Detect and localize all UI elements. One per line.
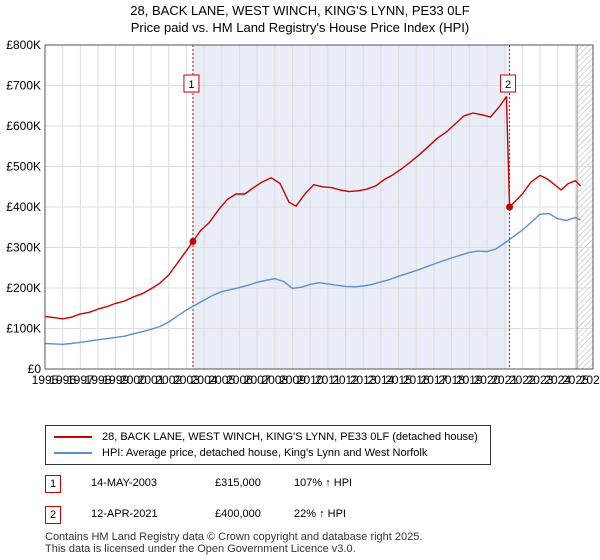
x-tick-label: 2019 xyxy=(456,373,483,387)
x-tick-label: 2007 xyxy=(244,373,271,387)
legend-swatch-property xyxy=(54,436,92,438)
footer-copyright: Contains HM Land Registry data © Crown c… xyxy=(45,531,423,543)
x-tick-label: 2016 xyxy=(403,373,430,387)
x-tick-label: 1996 xyxy=(49,373,76,387)
x-tick-label: 2009 xyxy=(279,373,306,387)
x-tick-label: 1999 xyxy=(102,373,129,387)
legend-item-property: 28, BACK LANE, WEST WINCH, KING'S LYNN, … xyxy=(54,429,478,445)
transaction-badge: 2 xyxy=(45,506,61,524)
x-tick-label: 1998 xyxy=(85,373,112,387)
y-tick-label: £0 xyxy=(28,362,42,376)
sale-point xyxy=(506,203,514,211)
y-tick-label: £700K xyxy=(6,79,41,93)
x-tick-label: 2008 xyxy=(261,373,288,387)
legend-label-hpi: HPI: Average price, detached house, King… xyxy=(102,447,428,459)
y-tick-label: £600K xyxy=(6,119,41,133)
transaction-price: £400,000 xyxy=(215,508,261,520)
x-tick-label: 2014 xyxy=(368,373,395,387)
x-tick-label: 2013 xyxy=(350,373,377,387)
sale-label: 1 xyxy=(188,79,194,91)
price-chart: £0 £100K £200K £300K £400K £500K £600K £700K £80… xyxy=(6,38,600,387)
y-tick-label: £500K xyxy=(6,160,41,174)
sale-label-box xyxy=(183,74,200,93)
series-line-property xyxy=(44,96,582,320)
x-tick-label: 2001 xyxy=(138,373,165,387)
x-tick-label: 2002 xyxy=(155,373,182,387)
x-tick-label: 2017 xyxy=(421,373,448,387)
transaction-date: 14-MAY-2003 xyxy=(91,477,158,489)
x-tick-label: 2024 xyxy=(544,373,571,387)
x-tick-label: 2020 xyxy=(474,373,501,387)
legend-label-property: 28, BACK LANE, WEST WINCH, KING'S LYNN, … xyxy=(102,431,478,443)
x-tick-label: 2006 xyxy=(226,373,253,387)
x-tick-label: 1997 xyxy=(67,373,94,387)
transaction-price: £315,000 xyxy=(215,477,261,489)
sale-label: 2 xyxy=(505,79,511,91)
x-tick-label: 2025 xyxy=(562,373,589,387)
sale-label-box xyxy=(500,74,517,93)
chart-subtitle: Price paid vs. HM Land Registry's House … xyxy=(130,20,470,35)
transaction-date: 12-APR-2021 xyxy=(91,508,158,520)
y-tick-label: £300K xyxy=(6,241,41,255)
x-tick-label: 2000 xyxy=(120,373,147,387)
chart-title: 28, BACK LANE, WEST WINCH, KING'S LYNN, … xyxy=(130,3,470,18)
x-tick-label: 2026 xyxy=(580,373,600,387)
x-tick-label: 1995 xyxy=(32,373,59,387)
transaction-badge: 1 xyxy=(45,475,61,493)
legend: 28, BACK LANE, WEST WINCH, KING'S LYNN, … xyxy=(45,425,491,465)
footer-licence: This data is licensed under the Open Gov… xyxy=(45,543,356,555)
x-tick-label: 2004 xyxy=(191,373,218,387)
y-tick-label: £400K xyxy=(6,200,41,214)
transaction-hpi: 107% ↑ HPI xyxy=(294,477,353,489)
sale-point xyxy=(189,237,197,245)
y-tick-label: £100K xyxy=(6,322,41,336)
x-tick-label: 2018 xyxy=(438,373,465,387)
x-tick-label: 2023 xyxy=(527,373,554,387)
plot-border xyxy=(44,44,594,370)
y-tick-label: £800K xyxy=(6,38,41,52)
transaction-hpi: 22% ↑ HPI xyxy=(294,508,346,520)
legend-item-hpi: HPI: Average price, detached house, King… xyxy=(54,445,427,461)
x-tick-label: 2011 xyxy=(315,373,341,387)
y-tick-label: £200K xyxy=(6,281,41,295)
legend-swatch-hpi xyxy=(54,452,92,454)
x-tick-label: 2022 xyxy=(509,373,536,387)
x-tick-label: 2003 xyxy=(173,373,200,387)
x-tick-label: 2015 xyxy=(385,373,412,387)
x-tick-label: 2005 xyxy=(208,373,235,387)
x-tick-label: 2021 xyxy=(491,373,518,387)
x-tick-label: 2010 xyxy=(297,373,324,387)
series-line-hpi xyxy=(44,212,581,345)
x-tick-label: 2012 xyxy=(332,373,359,387)
